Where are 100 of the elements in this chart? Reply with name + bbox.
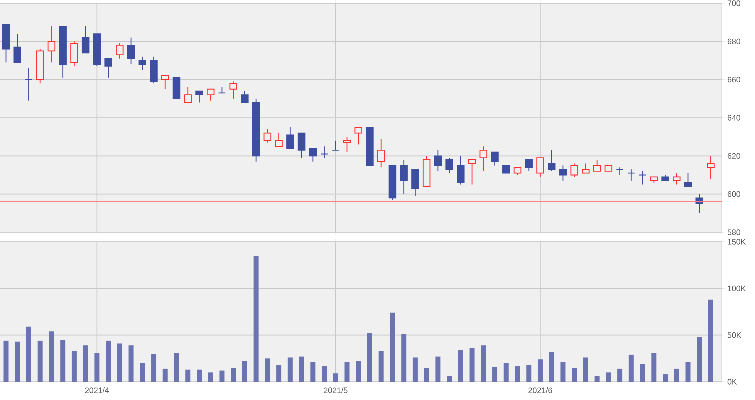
candlestick — [525, 160, 533, 172]
bar — [220, 370, 225, 382]
bar — [436, 356, 441, 382]
candlestick — [434, 150, 442, 172]
bar — [640, 364, 646, 382]
bar — [402, 334, 407, 382]
candlestick — [275, 132, 283, 148]
bar — [367, 333, 372, 382]
bar — [26, 326, 32, 382]
bar — [470, 348, 475, 382]
candlestick — [241, 90, 249, 104]
bar — [594, 376, 600, 382]
bar — [186, 370, 191, 382]
bar — [128, 346, 134, 382]
bar — [458, 350, 464, 382]
bar — [549, 352, 554, 382]
bar — [504, 363, 509, 382]
bar — [152, 354, 157, 382]
bar — [299, 356, 304, 382]
bar — [60, 340, 66, 382]
candlestick — [162, 76, 170, 90]
bar — [560, 362, 566, 382]
bar — [686, 362, 691, 382]
candlestick — [104, 58, 112, 78]
bar — [196, 370, 202, 382]
bar — [424, 368, 430, 382]
candlestick — [616, 167, 624, 176]
candlestick — [206, 88, 215, 102]
candlestick — [707, 156, 715, 180]
candlestick — [320, 146, 328, 159]
bar — [515, 366, 520, 382]
candlestick — [116, 43, 124, 60]
bar — [697, 337, 702, 382]
bar — [254, 256, 259, 382]
candlestick — [70, 41, 78, 67]
candlestick — [491, 152, 499, 166]
candlestick — [286, 127, 294, 149]
candlestick — [400, 160, 408, 195]
candlestick — [230, 81, 238, 100]
bar — [390, 312, 396, 382]
candlestick — [127, 37, 136, 66]
candlestick — [559, 165, 568, 182]
candlestick — [48, 26, 56, 64]
candlestick — [548, 150, 556, 172]
bar — [492, 367, 498, 382]
bar — [378, 351, 384, 382]
candlestick — [536, 158, 544, 178]
bar — [174, 353, 180, 382]
bar — [538, 360, 543, 382]
candlestick — [354, 127, 362, 146]
bar — [618, 368, 623, 382]
candlestick — [150, 56, 158, 84]
bar — [583, 358, 588, 382]
candlestick — [638, 170, 647, 186]
candlestick — [457, 156, 465, 186]
bar — [572, 368, 578, 382]
candlestick — [196, 90, 204, 104]
candlestick — [480, 146, 488, 172]
bar — [344, 362, 350, 382]
bar — [322, 366, 328, 382]
bar — [333, 374, 338, 382]
candlestick — [377, 138, 386, 168]
candlestick — [298, 132, 306, 159]
bar — [94, 353, 100, 382]
candlestick — [412, 169, 420, 197]
bar — [49, 332, 54, 382]
bar — [481, 346, 486, 382]
bar — [412, 358, 418, 382]
candlestick — [172, 77, 181, 100]
bar — [265, 358, 270, 382]
candlestick — [628, 169, 636, 182]
candlestick — [446, 158, 454, 174]
candlestick — [264, 128, 272, 144]
bar — [208, 372, 214, 382]
candlestick — [332, 140, 340, 151]
candlestick — [184, 87, 192, 104]
bar — [72, 351, 77, 382]
bar — [356, 361, 362, 382]
bar — [526, 365, 532, 382]
candlestick — [82, 26, 90, 54]
bar — [674, 368, 680, 382]
bar — [117, 344, 122, 382]
bar — [242, 361, 248, 382]
candlestick — [468, 160, 476, 186]
bar — [652, 353, 657, 382]
bar — [106, 340, 112, 382]
bar — [288, 358, 293, 382]
candlestick — [309, 148, 318, 162]
candlestick — [593, 160, 602, 172]
bar — [83, 346, 88, 382]
bar — [606, 372, 612, 382]
bar — [15, 342, 20, 382]
bar — [310, 362, 316, 382]
candlestick — [138, 56, 147, 71]
bar — [708, 300, 714, 382]
bar — [38, 340, 43, 382]
bar — [276, 365, 282, 382]
candlestick — [14, 34, 22, 64]
bar — [162, 368, 168, 382]
bar — [628, 354, 634, 382]
